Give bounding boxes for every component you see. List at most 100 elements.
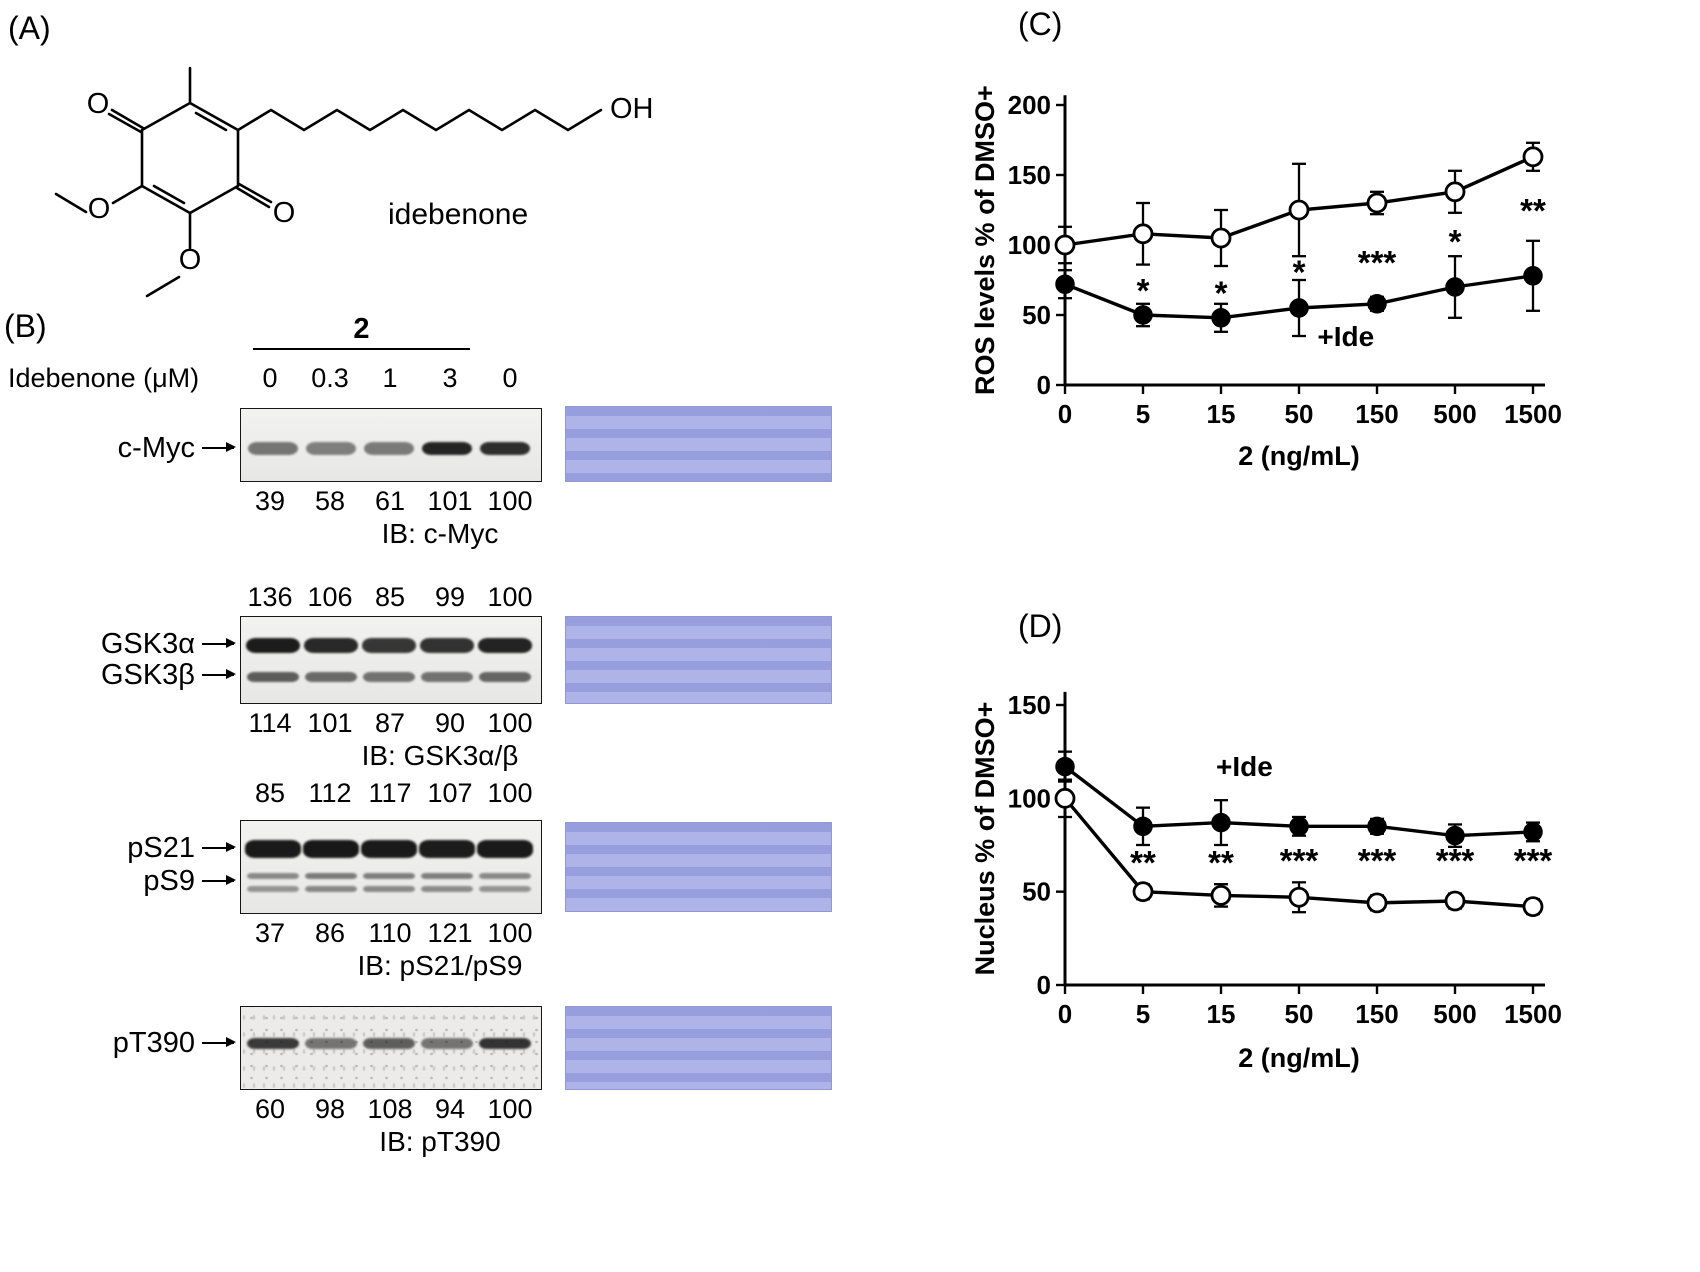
pt390-row-label: pT390 (0, 1026, 236, 1059)
lane-value: 100 (487, 778, 533, 808)
data-point-filled (1523, 822, 1543, 842)
lane-value: 121 (427, 918, 473, 948)
y-tick-label: 200 (1008, 90, 1051, 120)
lane-value: 58 (314, 486, 346, 516)
protein-band (305, 886, 357, 893)
lane-value: 100 (487, 1094, 533, 1124)
protein-band (247, 672, 299, 683)
right-arrow-icon (202, 442, 236, 452)
series-annotation: +Ide (1317, 321, 1374, 352)
data-point-open (1210, 884, 1232, 906)
x-tick-label: 0 (1058, 999, 1072, 1029)
y-tick-label: 100 (1008, 230, 1051, 260)
dose-value: 3 (442, 363, 458, 393)
protein-band (362, 637, 416, 653)
data-point-filled (1289, 816, 1309, 837)
protein-band (247, 886, 299, 893)
protein-band (305, 873, 357, 880)
right-arrow-icon (202, 842, 236, 852)
data-point-open (1366, 892, 1388, 914)
pt390-blot-image (240, 1006, 542, 1090)
x-tick-label: 1500 (1504, 999, 1562, 1029)
atom-o-methoxy-bottom: O (179, 244, 202, 276)
cmyc-row-label: c-Myc (0, 431, 236, 464)
total-protein-stain (565, 822, 832, 912)
compound-2-header: 2 (253, 312, 470, 350)
protein-band (421, 886, 473, 893)
data-point-filled (1445, 277, 1465, 297)
protein-band (419, 839, 475, 858)
blot-label-text: pS9 (143, 864, 195, 897)
total-protein-stain (565, 406, 832, 482)
gsk3b-row-label: GSK3β (0, 659, 236, 691)
lane-value: 117 (368, 778, 412, 808)
x-axis-title: 2 (ng/mL) (1238, 441, 1360, 471)
x-tick-label: 0 (1058, 399, 1072, 429)
data-point-filled (1211, 812, 1231, 833)
lane-value: 37 (254, 918, 286, 948)
panel-b-label: (B) (4, 308, 47, 344)
ib-ps21-ps9-label: IB: pS21/pS9 (357, 950, 523, 981)
x-tick-label: 5 (1136, 399, 1150, 429)
protein-band (420, 637, 474, 653)
data-point-open (1288, 199, 1310, 221)
data-point-open (1132, 881, 1154, 903)
dose-value: 0 (262, 363, 278, 393)
dose-value: 0 (502, 363, 518, 393)
x-tick-label: 150 (1355, 999, 1398, 1029)
protein-band (421, 1038, 473, 1050)
protein-band (305, 1038, 357, 1050)
ib-pt390-label: IB: pT390 (379, 1126, 501, 1157)
ps21-row-label: pS21 (0, 831, 236, 864)
protein-band (479, 1038, 531, 1050)
significance-marker: * (1449, 223, 1462, 260)
significance-marker: * (1215, 275, 1228, 312)
right-arrow-icon (202, 669, 236, 679)
lane-value: 99 (434, 582, 466, 612)
idebenone-dose-row: 0 0.3 1 3 0 (240, 363, 540, 393)
x-axis-title: 2 (ng/mL) (1238, 1043, 1360, 1073)
cmyc-quantification-row: 39 58 61 101 100 (240, 486, 540, 516)
protein-band (363, 886, 415, 893)
x-tick-label: 500 (1433, 999, 1476, 1029)
panel-a-label: (A) (8, 10, 51, 46)
protein-band (421, 672, 473, 683)
protein-band (363, 873, 415, 880)
dose-value: 1 (382, 363, 398, 393)
protein-band (421, 873, 473, 880)
data-point-filled (1445, 825, 1465, 846)
lane-value: 90 (434, 708, 466, 738)
x-tick-label: 50 (1285, 999, 1314, 1029)
protein-band (248, 442, 298, 456)
lane-value: 85 (254, 778, 286, 808)
significance-marker: *** (1514, 842, 1553, 879)
data-point-open (1210, 227, 1232, 249)
protein-band (361, 839, 417, 858)
atom-o-carbonyl-right: O (273, 197, 296, 229)
significance-marker: ** (1208, 844, 1234, 881)
data-point-filled (1133, 816, 1153, 837)
lane-value: 60 (254, 1094, 286, 1124)
y-tick-label: 50 (1022, 300, 1051, 330)
blot-label-text: pT390 (112, 1026, 195, 1059)
right-arrow-icon (202, 875, 236, 885)
lane-value: 94 (434, 1094, 466, 1124)
blot-label-text: pS21 (127, 831, 195, 864)
data-point-filled (1289, 298, 1309, 318)
protein-band (305, 672, 357, 683)
protein-band (247, 873, 299, 880)
ps9-row-label: pS9 (0, 864, 236, 897)
x-tick-label: 15 (1207, 399, 1236, 429)
ib-cmyc-label: IB: c-Myc (381, 518, 499, 549)
y-axis-title: Nucleus % of DMSO+ (970, 702, 1000, 976)
dose-value: 0.3 (311, 363, 349, 393)
x-tick-label: 1500 (1504, 399, 1562, 429)
lane-value: 101 (307, 708, 353, 738)
y-tick-label: 150 (1008, 160, 1051, 190)
lane-value: 106 (307, 582, 353, 612)
ps21-upper-quantification-row: 85 112 117 107 100 (240, 778, 540, 808)
lane-value: 114 (248, 708, 292, 738)
lane-value: 98 (314, 1094, 346, 1124)
blot-label-text: c-Myc (117, 431, 195, 464)
